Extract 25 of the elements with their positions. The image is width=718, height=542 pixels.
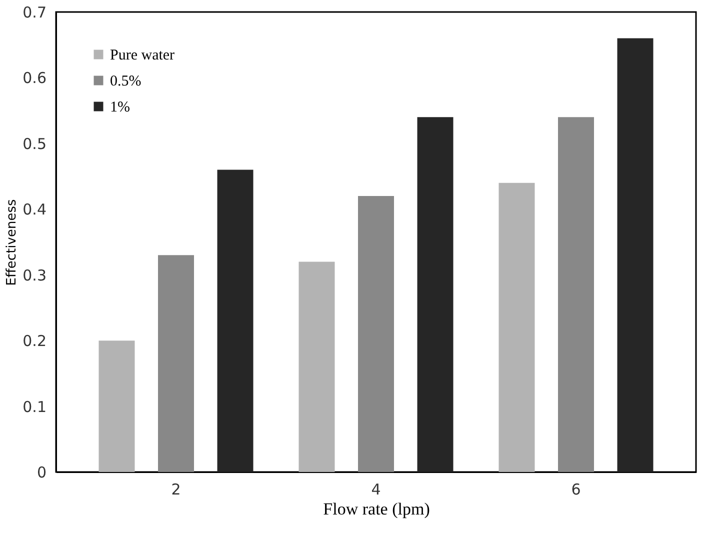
bar [298,262,335,472]
bar [417,117,454,472]
y-tick-label: 0.5 [22,134,46,153]
legend-label: Pure water [110,48,175,64]
bar [358,196,394,472]
y-tick-label: 0.7 [22,4,46,22]
y-tick-label: 0.1 [22,398,46,416]
bar [98,340,135,472]
legend-label: 0.5% [110,74,142,90]
x-tick-label: 4 [371,480,381,498]
x-axis-title: Flow rate (lpm) [323,500,430,518]
bar [158,255,194,472]
bar [617,38,654,472]
y-tick-label: 0.4 [22,200,46,219]
bar [498,182,535,472]
y-tick-label: 0.2 [22,332,46,350]
x-tick-label: 2 [171,480,181,498]
y-tick-label: 0.6 [22,69,46,88]
legend-label: 1% [110,100,130,116]
y-axis-title: Effectiveness [4,199,20,286]
bar [558,117,594,472]
y-tick-label: 0.3 [22,266,46,284]
bar [217,170,254,472]
y-tick-label: 0 [36,464,46,482]
x-tick-label: 6 [571,480,581,498]
